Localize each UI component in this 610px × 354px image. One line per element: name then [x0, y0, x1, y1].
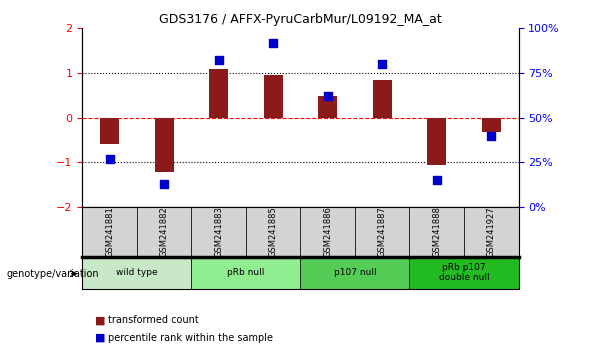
Bar [100, 118, 119, 144]
Point [486, 133, 496, 138]
Bar [192, 207, 246, 257]
Text: wild type: wild type [116, 268, 157, 277]
Point [323, 93, 332, 99]
Point [268, 40, 278, 45]
Point [378, 61, 387, 67]
Text: pRb p107
double null: pRb p107 double null [439, 263, 489, 282]
Bar [300, 257, 409, 289]
Bar [264, 75, 282, 118]
Text: GSM241883: GSM241883 [214, 206, 223, 257]
Text: GSM241887: GSM241887 [378, 206, 387, 257]
Bar [82, 257, 192, 289]
Bar [82, 207, 137, 257]
Text: ■: ■ [95, 315, 105, 325]
Text: p107 null: p107 null [334, 268, 376, 277]
Bar [427, 118, 447, 165]
Text: GSM241881: GSM241881 [105, 206, 114, 257]
Bar [209, 69, 228, 118]
Bar [246, 207, 300, 257]
Bar [464, 207, 518, 257]
Bar [300, 207, 355, 257]
Bar [355, 207, 409, 257]
Bar [192, 257, 300, 289]
Bar [482, 118, 501, 132]
Point [432, 177, 442, 183]
Bar [154, 118, 174, 172]
Title: GDS3176 / AFFX-PyruCarbMur/L09192_MA_at: GDS3176 / AFFX-PyruCarbMur/L09192_MA_at [159, 13, 442, 26]
Point [159, 181, 169, 187]
Text: percentile rank within the sample: percentile rank within the sample [108, 333, 273, 343]
Point [105, 156, 115, 162]
Bar [137, 207, 192, 257]
Bar [373, 80, 392, 118]
Bar [318, 96, 337, 118]
Text: transformed count: transformed count [108, 315, 199, 325]
Text: GSM241885: GSM241885 [268, 206, 278, 257]
Text: GSM241888: GSM241888 [432, 206, 441, 257]
Text: GSM241886: GSM241886 [323, 206, 332, 257]
Text: GSM241927: GSM241927 [487, 206, 496, 257]
Text: GSM241882: GSM241882 [160, 206, 168, 257]
Text: ■: ■ [95, 333, 105, 343]
Bar [409, 257, 518, 289]
Point [214, 58, 223, 63]
Text: pRb null: pRb null [227, 268, 265, 277]
Bar [409, 207, 464, 257]
Text: genotype/variation: genotype/variation [6, 269, 99, 279]
